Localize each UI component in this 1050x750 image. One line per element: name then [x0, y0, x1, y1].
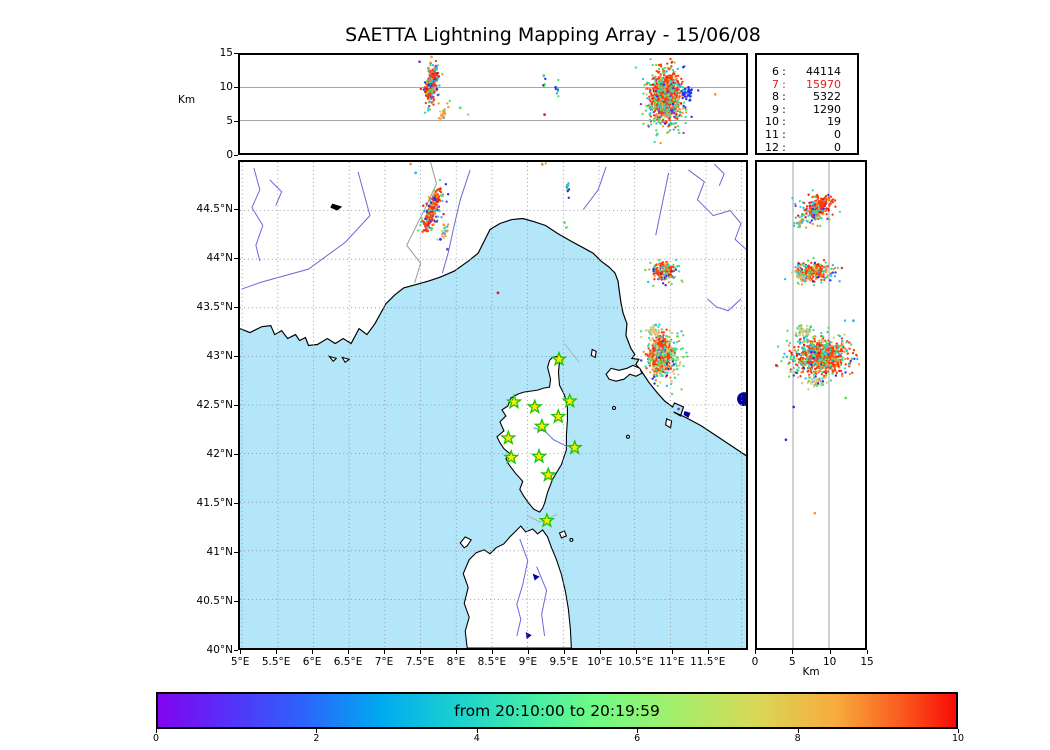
source-count-value: 1290: [813, 102, 841, 116]
maddalena-islet: [569, 537, 574, 542]
source-count-row: 8 : 5322: [757, 91, 857, 104]
station-star-icon: [561, 392, 578, 409]
asinara-island: [459, 536, 472, 549]
colon: :: [782, 65, 786, 78]
sardinia-lake-2: [525, 632, 532, 640]
source-counts-panel: 6 : 44114 7 : 15970 8 : 5322 9 : 1290 10…: [755, 53, 859, 155]
altitude-axis-unit-label-bottom: Km: [802, 666, 820, 678]
lma-station-markers: [500, 350, 583, 528]
altitude-latitude-panel: [755, 160, 867, 650]
station-star-icon: [526, 398, 543, 414]
source-count-row: 7 : 15970: [757, 77, 857, 92]
colon: :: [782, 140, 786, 154]
capraia-island: [590, 348, 597, 359]
lake-bolsena: [737, 392, 746, 406]
source-count-row: 12 : 0: [757, 140, 857, 155]
lightning-scatter-altitude-latitude: [774, 189, 861, 515]
sea-area: [240, 218, 746, 648]
orbetello-lagoon: [683, 410, 691, 418]
time-colorbar: from 20:10:00 to 20:19:59: [156, 692, 958, 729]
source-count-row: 6 : 44114: [757, 65, 857, 79]
station-level: 12: [765, 140, 779, 154]
station-star-icon: [550, 350, 568, 367]
pianosa-island: [612, 405, 617, 411]
lake-serre-poncon: [330, 203, 343, 211]
elba-island: [605, 364, 643, 382]
station-star-icon: [566, 439, 583, 455]
sardinia-island: [462, 525, 572, 648]
map-panel: [238, 160, 748, 650]
lightning-scatter-altitude-longitude: [418, 55, 717, 145]
lakes: [330, 203, 746, 640]
altitude-gridlines-vertical: [792, 162, 830, 648]
source-count-value: 19: [827, 115, 841, 129]
station-level: 9: [772, 102, 779, 116]
country-borders: [406, 162, 437, 284]
altitude-longitude-plot: [240, 55, 746, 145]
maddalena-islands: [558, 530, 568, 539]
source-count-value: 44114: [806, 65, 841, 78]
geographic-map: [240, 162, 746, 648]
source-count-value: 15970: [806, 77, 841, 91]
lightning-scatter-map: [409, 162, 689, 411]
time-range-label: from 20:10:00 to 20:19:59: [454, 702, 660, 720]
source-count-row: 10 : 19: [757, 116, 857, 129]
station-star-icon: [540, 466, 557, 483]
source-count-value: 0: [834, 140, 841, 154]
station-level: 11: [765, 127, 779, 141]
station-level: 10: [765, 115, 779, 129]
colon: :: [782, 77, 786, 91]
station-level: 7: [772, 77, 779, 91]
altitude-latitude-plot: [774, 162, 861, 648]
source-counts-list: 6 : 44114 7 : 15970 8 : 5322 9 : 1290 10…: [757, 65, 857, 155]
station-star-icon: [550, 408, 567, 424]
station-star-icon: [538, 511, 556, 528]
source-count-value: 0: [834, 127, 841, 141]
colon: :: [782, 102, 786, 116]
hyeres-island-2: [341, 356, 351, 364]
source-count-row: 9 : 1290: [757, 102, 857, 117]
station-star-icon: [502, 448, 520, 465]
station-level: 6: [772, 65, 779, 78]
mainland-coastline: [240, 217, 746, 457]
colon: :: [782, 115, 786, 129]
station-star-icon: [530, 447, 548, 464]
misc-gray-lines: [526, 343, 580, 523]
station-star-icon: [500, 429, 517, 446]
colon: :: [782, 90, 786, 104]
colon: :: [782, 127, 786, 141]
altitude-longitude-panel: [238, 53, 748, 155]
source-count-value: 5322: [813, 90, 841, 104]
source-count-row: 11 : 0: [757, 127, 857, 142]
plot-title: SAETTA Lightning Mapping Array - 15/06/0…: [345, 24, 761, 46]
station-star-icon: [505, 393, 523, 410]
station-star-icon: [533, 417, 551, 434]
altitude-axis-unit-label: Km: [178, 94, 196, 106]
hyeres-island-1: [327, 355, 338, 363]
station-level: 8: [772, 90, 779, 104]
sardinia-lake-1: [532, 573, 540, 581]
montecristo-island: [625, 434, 630, 439]
